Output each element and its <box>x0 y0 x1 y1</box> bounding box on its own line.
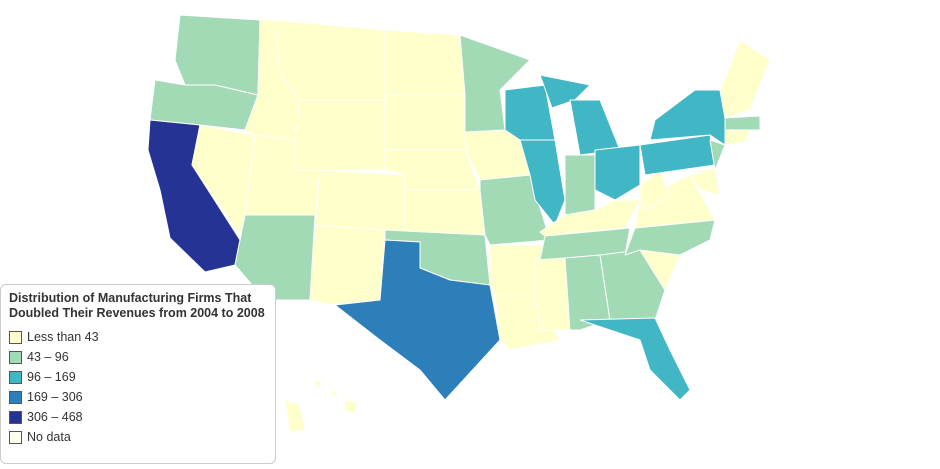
legend-label: 169 – 306 <box>27 390 83 404</box>
legend-swatch <box>9 350 22 364</box>
state[interactable] <box>494 294 561 351</box>
state[interactable] <box>649 89 726 146</box>
legend-item[interactable]: Less than 43 <box>9 327 271 347</box>
state[interactable] <box>284 399 306 433</box>
state[interactable] <box>309 224 386 306</box>
legend-swatch <box>9 430 22 444</box>
legend-label: 96 – 169 <box>27 370 76 384</box>
state[interactable] <box>719 39 771 119</box>
legend-item[interactable]: 169 – 306 <box>9 387 271 407</box>
legend-item[interactable]: 306 – 468 <box>9 407 271 427</box>
states <box>147 14 771 433</box>
state[interactable] <box>314 169 406 233</box>
state[interactable] <box>174 14 261 96</box>
legend-item[interactable]: 96 – 169 <box>9 367 271 387</box>
legend-swatch <box>9 390 22 404</box>
state[interactable] <box>579 317 691 401</box>
legend-swatch <box>9 410 22 424</box>
state[interactable] <box>329 389 339 399</box>
state[interactable] <box>404 189 486 236</box>
state[interactable] <box>709 139 726 171</box>
state[interactable] <box>384 29 466 96</box>
legend: Distribution of Manufacturing Firms That… <box>0 284 276 464</box>
legend-label: No data <box>27 430 71 444</box>
state[interactable] <box>569 99 621 156</box>
state[interactable] <box>724 115 761 131</box>
legend-item[interactable]: 43 – 96 <box>9 347 271 367</box>
state[interactable] <box>343 399 359 415</box>
state[interactable] <box>639 134 716 176</box>
state[interactable] <box>294 99 386 171</box>
legend-title: Distribution of Manufacturing Firms That… <box>9 291 265 320</box>
state[interactable] <box>334 239 501 401</box>
state[interactable] <box>311 379 323 389</box>
legend-swatch <box>9 330 22 344</box>
legend-label: Less than 43 <box>27 330 99 344</box>
legend-label: 43 – 96 <box>27 350 69 364</box>
state[interactable] <box>274 19 386 101</box>
state[interactable] <box>564 154 596 216</box>
state[interactable] <box>534 257 571 331</box>
legend-item[interactable]: No data <box>9 427 271 447</box>
legend-items: Less than 43 43 – 96 96 – 169 169 – 306 306 … <box>9 327 271 447</box>
state[interactable] <box>724 129 751 146</box>
state[interactable] <box>634 174 716 229</box>
state[interactable] <box>689 167 721 196</box>
legend-label: 306 – 468 <box>27 410 83 424</box>
state[interactable] <box>594 144 641 201</box>
legend-swatch <box>9 370 22 384</box>
state[interactable] <box>384 94 466 151</box>
